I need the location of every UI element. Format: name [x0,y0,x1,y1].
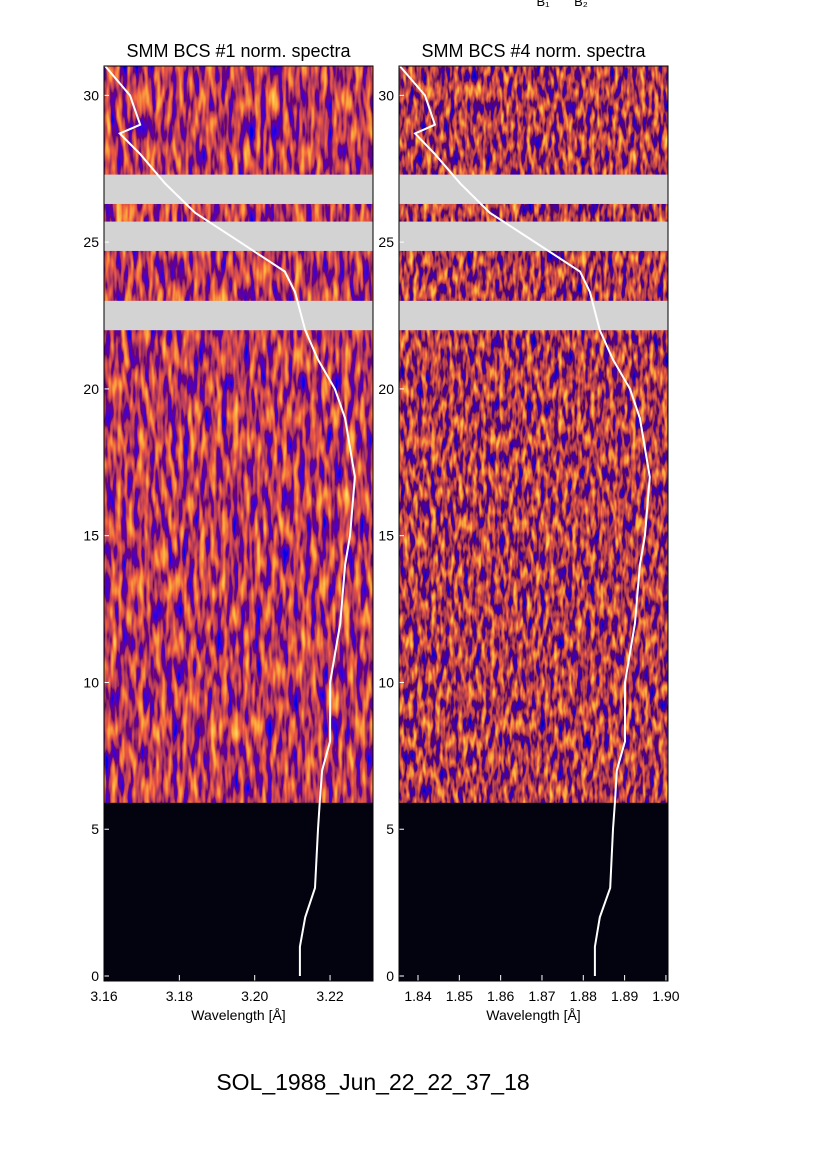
data-gap [399,174,668,204]
data-gap [104,174,373,204]
x-tick-label: 1.89 [611,988,638,1004]
no-data-region [104,802,373,981]
plot-frame [398,65,669,982]
panel-title: SMM BCS #4 norm. spectra [421,41,646,61]
data-gap [399,221,668,251]
x-tick-label: 1.88 [570,988,597,1004]
y-tick-label: 0 [386,968,394,984]
y-tick-label: 5 [91,821,99,837]
x-tick-label: 3.18 [166,988,193,1004]
x-tick-label: 1.84 [404,988,431,1004]
y-tick-label: 10 [83,674,99,690]
plot-frame [103,65,374,982]
top-label: B₁ [536,0,550,9]
y-tick-label: 15 [83,528,99,544]
data-gap [399,300,668,331]
panel-title: SMM BCS #1 norm. spectra [126,41,351,61]
x-tick-label: 1.85 [446,988,473,1004]
x-axis-label: Wavelength [Å] [191,1007,285,1023]
x-axis-label: Wavelength [Å] [486,1007,580,1023]
x-tick-label: 1.90 [652,988,679,1004]
y-tick-label: 25 [83,234,99,250]
y-tick-label: 10 [378,674,394,690]
y-tick-label: 30 [378,87,394,103]
y-tick-label: 25 [378,234,394,250]
y-tick-label: 15 [378,528,394,544]
x-tick-label: 3.16 [90,988,117,1004]
data-gap [104,221,373,251]
y-tick-label: 0 [91,968,99,984]
light-curve [104,65,356,976]
no-data-region [399,802,668,981]
x-tick-label: 3.22 [316,988,343,1004]
data-gap [104,300,373,331]
x-tick-label: 1.86 [487,988,514,1004]
x-tick-label: 3.20 [241,988,268,1004]
y-tick-label: 20 [378,381,394,397]
y-tick-label: 20 [83,381,99,397]
top-label: B₂ [574,0,588,9]
light-curve [399,65,651,976]
y-tick-label: 30 [83,87,99,103]
y-tick-label: 5 [386,821,394,837]
x-tick-label: 1.87 [528,988,555,1004]
footer: SOL_1988_Jun_22_22_37_18 [216,1069,529,1095]
